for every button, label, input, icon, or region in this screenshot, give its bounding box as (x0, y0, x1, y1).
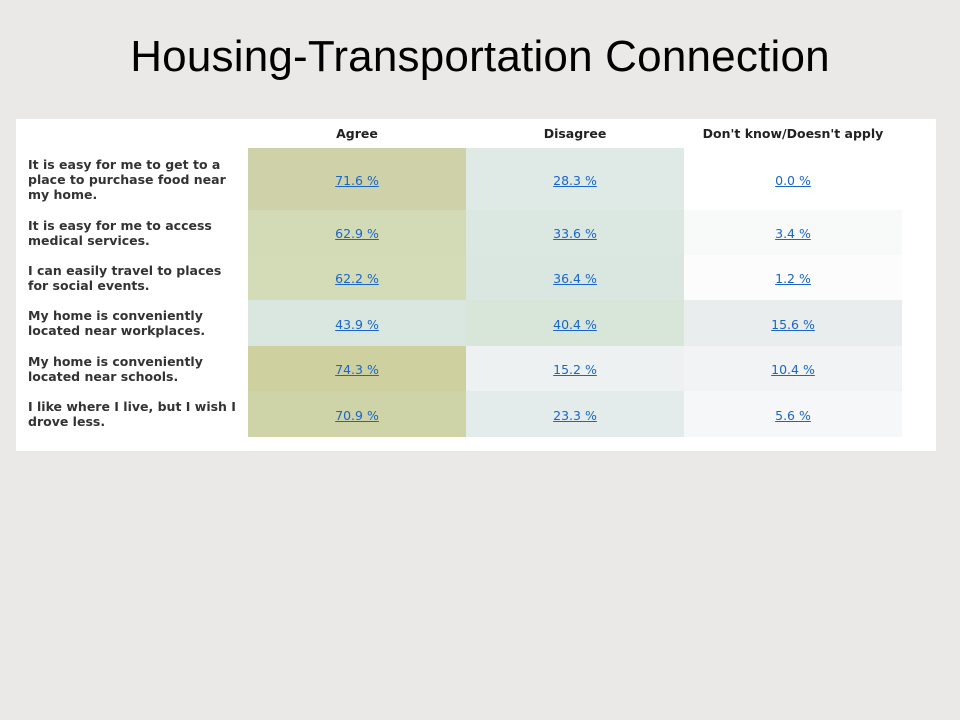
row-label: I like where I live, but I wish I drove … (28, 399, 236, 429)
row-label: It is easy for me to get to a place to p… (28, 156, 226, 202)
value-link[interactable]: 62.2 % (335, 271, 379, 286)
value-link[interactable]: 10.4 % (771, 362, 815, 377)
survey-results-table: Agree Disagree Don't know/Doesn't apply … (24, 119, 902, 437)
row-label: My home is conveniently located near wor… (28, 308, 206, 338)
column-header-dont-know: Don't know/Doesn't apply (702, 126, 884, 141)
cell-dont-know: 3.4 % (684, 210, 902, 255)
cell-dont-know: 15.6 % (684, 300, 902, 346)
value-link[interactable]: 40.4 % (553, 316, 597, 332)
table-row: It is easy for me to access medical serv… (24, 210, 902, 255)
cell-dont-know: 10.4 % (684, 346, 902, 391)
value-link[interactable]: 15.6 % (771, 316, 815, 332)
slide-title: Housing-Transportation Connection (130, 32, 830, 81)
cell-disagree: 40.4 % (466, 300, 684, 346)
value-link[interactable]: 62.9 % (335, 226, 379, 241)
value-link[interactable]: 74.3 % (335, 362, 379, 377)
row-label: My home is conveniently located near sch… (28, 353, 203, 384)
value-link[interactable]: 15.2 % (553, 362, 597, 377)
value-link[interactable]: 43.9 % (335, 316, 379, 332)
value-link[interactable]: 5.6 % (775, 407, 811, 423)
cell-disagree: 33.6 % (466, 210, 684, 255)
value-link[interactable]: 71.6 % (335, 172, 379, 188)
cell-agree: 70.9 % (248, 391, 466, 437)
value-link[interactable]: 28.3 % (553, 172, 597, 188)
cell-dont-know: 0.0 % (684, 148, 902, 210)
table-row: I like where I live, but I wish I drove … (24, 391, 902, 437)
row-label: It is easy for me to access medical serv… (28, 217, 212, 248)
survey-results-panel: Agree Disagree Don't know/Doesn't apply … (16, 119, 936, 451)
row-label: I can easily travel to places for social… (28, 262, 222, 293)
value-link[interactable]: 70.9 % (335, 407, 379, 423)
value-link[interactable]: 33.6 % (553, 226, 597, 241)
value-link[interactable]: 3.4 % (775, 226, 811, 241)
value-link[interactable]: 0.0 % (775, 172, 811, 188)
table-row: I can easily travel to places for social… (24, 255, 902, 300)
table-row: My home is conveniently located near sch… (24, 346, 902, 391)
column-header-disagree: Disagree (543, 126, 607, 141)
cell-disagree: 15.2 % (466, 346, 684, 391)
cell-agree: 62.2 % (248, 255, 466, 300)
column-header-agree: Agree (336, 126, 378, 141)
table-header-row: Agree Disagree Don't know/Doesn't apply (24, 119, 902, 148)
table-row: My home is conveniently located near wor… (24, 300, 902, 346)
cell-disagree: 36.4 % (466, 255, 684, 300)
value-link[interactable]: 1.2 % (775, 271, 811, 286)
table-row: It is easy for me to get to a place to p… (24, 148, 902, 210)
cell-dont-know: 1.2 % (684, 255, 902, 300)
cell-agree: 62.9 % (248, 210, 466, 255)
value-link[interactable]: 36.4 % (553, 271, 597, 286)
cell-agree: 74.3 % (248, 346, 466, 391)
cell-dont-know: 5.6 % (684, 391, 902, 437)
cell-agree: 71.6 % (248, 148, 466, 210)
cell-disagree: 28.3 % (466, 148, 684, 210)
cell-agree: 43.9 % (248, 300, 466, 346)
cell-disagree: 23.3 % (466, 391, 684, 437)
value-link[interactable]: 23.3 % (553, 407, 597, 423)
header-empty (24, 119, 248, 148)
